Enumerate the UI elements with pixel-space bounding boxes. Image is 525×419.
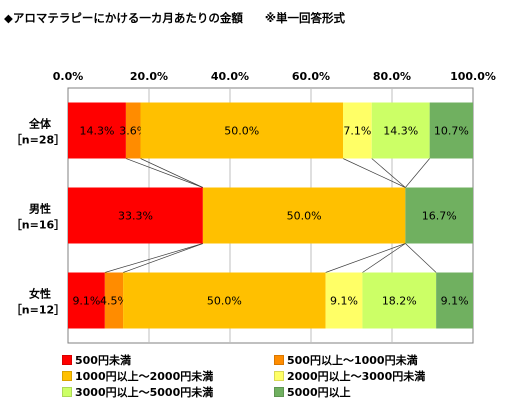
- series-connector-line: [405, 158, 430, 188]
- x-tick-label: 40.0%: [211, 70, 249, 83]
- data-label: 10.7%: [434, 125, 469, 138]
- bar-segment: [140, 102, 343, 159]
- bar-segment: [202, 187, 406, 244]
- legend-label: 2000円以上～3000円未満: [287, 370, 426, 383]
- legend-item: 500円未満: [62, 352, 131, 368]
- bar-segment: [123, 272, 326, 329]
- data-label: 9.1%: [72, 295, 100, 308]
- legend-label: 3000円以上～5000円未満: [75, 386, 214, 399]
- series-connector-line: [405, 243, 437, 273]
- category-label: 全体: [28, 117, 52, 131]
- data-label: 14.3%: [383, 125, 418, 138]
- data-label: 18.2%: [382, 295, 417, 308]
- data-label: 50.0%: [207, 295, 242, 308]
- bar-segment: [362, 272, 437, 329]
- legend-swatch: [62, 355, 72, 365]
- series-connector-line: [140, 158, 204, 188]
- x-tick-label: 0.0%: [53, 70, 84, 83]
- x-tick-label: 60.0%: [292, 70, 330, 83]
- legend-item: 5000円以上: [274, 384, 351, 400]
- legend-swatch: [62, 371, 72, 381]
- legend-label: 5000円以上: [287, 386, 351, 399]
- x-tick-label: 100.0%: [450, 70, 496, 83]
- series-connector-line: [325, 243, 406, 273]
- data-label: 16.7%: [422, 210, 457, 223]
- x-tick-label: 80.0%: [373, 70, 411, 83]
- legend-swatch: [274, 355, 284, 365]
- chart-title: ◆アロマテラピーにかける一カ月あたりの金額: [4, 11, 243, 25]
- bar-segment: [68, 102, 126, 159]
- bar-segment: [125, 102, 141, 159]
- category-n-label: ［n=16］: [11, 218, 65, 232]
- legend-item: 2000円以上～3000円未満: [274, 368, 425, 384]
- data-label: 9.1%: [441, 295, 469, 308]
- series-connector-line: [362, 243, 406, 273]
- bar-segment: [405, 187, 473, 244]
- series-connector-line: [371, 158, 406, 188]
- bar-segment: [104, 272, 124, 329]
- legend-label: 500円以上～1000円未満: [287, 354, 418, 367]
- legend-item: 1000円以上～2000円未満: [62, 368, 213, 384]
- data-label: 14.3%: [79, 125, 114, 138]
- category-label: 女性: [29, 287, 51, 301]
- x-tick-label: 20.0%: [130, 70, 168, 83]
- bar-segment: [371, 102, 430, 159]
- legend-label: 500円未満: [75, 354, 131, 367]
- bar-segment: [68, 272, 105, 329]
- chart-title-row: ◆アロマテラピーにかける一カ月あたりの金額 ※単一回答形式: [4, 10, 345, 26]
- data-label: 33.3%: [118, 210, 153, 223]
- data-label: 4.5%: [100, 295, 128, 308]
- category-label: 男性: [29, 202, 51, 216]
- data-label: 7.1%: [343, 125, 371, 138]
- series-connector-line: [125, 158, 203, 188]
- legend-swatch: [62, 387, 72, 397]
- chart-note: ※単一回答形式: [264, 11, 346, 25]
- bar-segment: [68, 187, 203, 244]
- bar-segment: [342, 102, 372, 159]
- legend-item: 500円以上～1000円未満: [274, 352, 418, 368]
- bar-segment: [436, 272, 473, 329]
- category-n-label: ［n=12］: [11, 303, 65, 317]
- series-connector-line: [122, 243, 203, 273]
- series-connector-line: [342, 158, 406, 188]
- data-label: 3.6%: [119, 125, 147, 138]
- legend-item: 3000円以上～5000円未満: [62, 384, 213, 400]
- legend-label: 1000円以上～2000円未満: [75, 370, 214, 383]
- legend-swatch: [274, 371, 284, 381]
- bar-segment: [325, 272, 363, 329]
- category-n-label: ［n=28］: [11, 133, 65, 147]
- series-connector-line: [104, 243, 203, 273]
- data-label: 50.0%: [224, 125, 259, 138]
- legend-swatch: [274, 387, 284, 397]
- data-label: 50.0%: [287, 210, 322, 223]
- bar-segment: [429, 102, 473, 159]
- data-label: 9.1%: [330, 295, 358, 308]
